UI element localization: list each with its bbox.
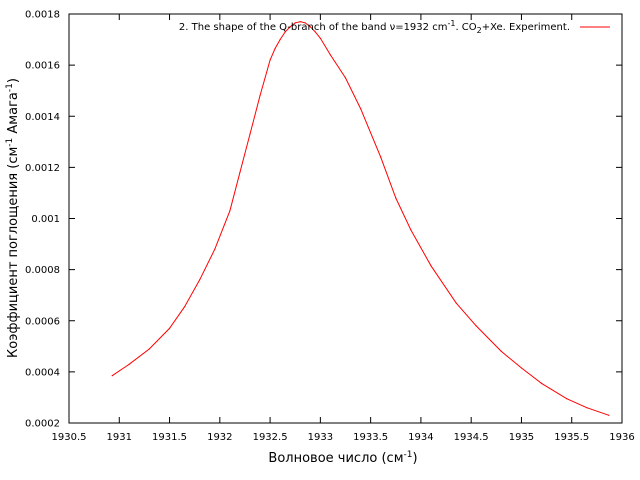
data-point — [455, 302, 457, 304]
legend-text-sub: 2 — [477, 26, 482, 35]
data-point — [199, 279, 201, 281]
x-tick-label: 1932.5 — [253, 432, 288, 443]
x-tick-label: 1930.5 — [52, 432, 87, 443]
x-tick-label: 1936 — [609, 432, 634, 443]
y-tick-label: 0.0018 — [25, 10, 60, 21]
series-line — [111, 21, 610, 416]
x-tick-label: 1935 — [509, 432, 534, 443]
x-axis-title-text: Волновое число (см — [268, 451, 403, 466]
plot-frame — [68, 13, 623, 424]
legend-label: 2. The shape of the Q-branch of the band… — [179, 19, 570, 35]
x-tick-label: 1935.5 — [554, 432, 589, 443]
y-tick-label: 0.0014 — [25, 112, 60, 123]
data-point — [360, 108, 362, 110]
y-tick-label: 0.0006 — [25, 316, 60, 327]
x-tick-label: 1934.5 — [454, 432, 489, 443]
legend-text-b: . CO — [455, 22, 476, 33]
data-point — [329, 54, 331, 56]
x-tick-label: 1932 — [207, 432, 232, 443]
data-point — [319, 37, 321, 39]
data-point — [148, 348, 150, 350]
y-axis-title-sup2: -1 — [5, 83, 15, 92]
x-axis-title-end: ) — [412, 451, 417, 466]
data-point — [314, 31, 316, 33]
data-point — [344, 77, 347, 79]
ticks — [68, 13, 623, 424]
data-point — [608, 414, 610, 416]
data-point — [229, 210, 231, 212]
x-tick-labels: 1930.5 1931 1931.5 1932 1932.5 1933 1933.5 1934… — [52, 432, 635, 443]
data-point — [259, 95, 261, 97]
data-point — [520, 367, 523, 369]
legend-text-sup: -1 — [447, 19, 455, 28]
y-tick-label: 0.0002 — [25, 419, 60, 430]
data-point — [239, 171, 241, 174]
x-tick-label: 1933 — [308, 432, 333, 443]
data-point — [249, 133, 251, 135]
data-point — [410, 229, 412, 231]
data-point — [430, 265, 432, 267]
x-tick-label: 1934 — [408, 432, 433, 443]
y-tick-label: 0.0004 — [25, 367, 60, 378]
data-point — [294, 22, 296, 24]
y-tick-label: 0.0012 — [25, 163, 60, 174]
x-axis-title: Волновое число (см-1) — [268, 450, 417, 466]
legend-text-a: 2. The shape of the Q-branch of the band… — [179, 22, 448, 33]
y-axis-title-sup: -1 — [5, 138, 15, 147]
data-point — [111, 375, 113, 377]
data-point — [269, 59, 271, 61]
data-point — [309, 26, 311, 28]
data-point — [299, 21, 301, 23]
data-point — [168, 327, 171, 329]
x-tick-label: 1933.5 — [353, 432, 388, 443]
x-axis-title-sup: -1 — [404, 450, 413, 460]
data-point — [284, 31, 286, 33]
data-point — [184, 306, 186, 308]
data-point — [475, 325, 477, 327]
data-point — [566, 398, 568, 400]
y-axis-title-mid: Амага — [6, 92, 21, 138]
y-axis-title-text: Коэффициент поглощения (см — [6, 147, 21, 358]
data-point — [279, 39, 281, 41]
x-tick-label: 1931 — [107, 432, 132, 443]
data-point — [304, 22, 306, 24]
data-point — [128, 363, 130, 365]
data-point — [289, 26, 291, 28]
data-point — [274, 47, 276, 50]
legend-text-c: +Xe. Experiment. — [482, 22, 570, 33]
data-points — [111, 21, 610, 416]
y-tick-label: 0.0016 — [25, 61, 60, 72]
y-tick-label: 0.0008 — [25, 265, 60, 276]
data-point — [395, 197, 397, 199]
y-axis-title: Коэффициент поглощения (см-1 Амага-1) — [5, 78, 21, 358]
x-tick-label: 1931.5 — [152, 432, 187, 443]
y-axis-title-end: ) — [6, 78, 21, 83]
data-point — [586, 407, 588, 409]
y-tick-label: 0.001 — [31, 214, 60, 225]
data-point — [214, 248, 216, 250]
data-point — [380, 156, 382, 158]
data-point — [541, 382, 543, 384]
y-tick-labels: 0.0002 0.0004 0.0006 0.0008 0.001 0.0012 0.001… — [25, 10, 60, 430]
legend: 2. The shape of the Q-branch of the band… — [179, 19, 610, 35]
data-point — [500, 350, 502, 352]
